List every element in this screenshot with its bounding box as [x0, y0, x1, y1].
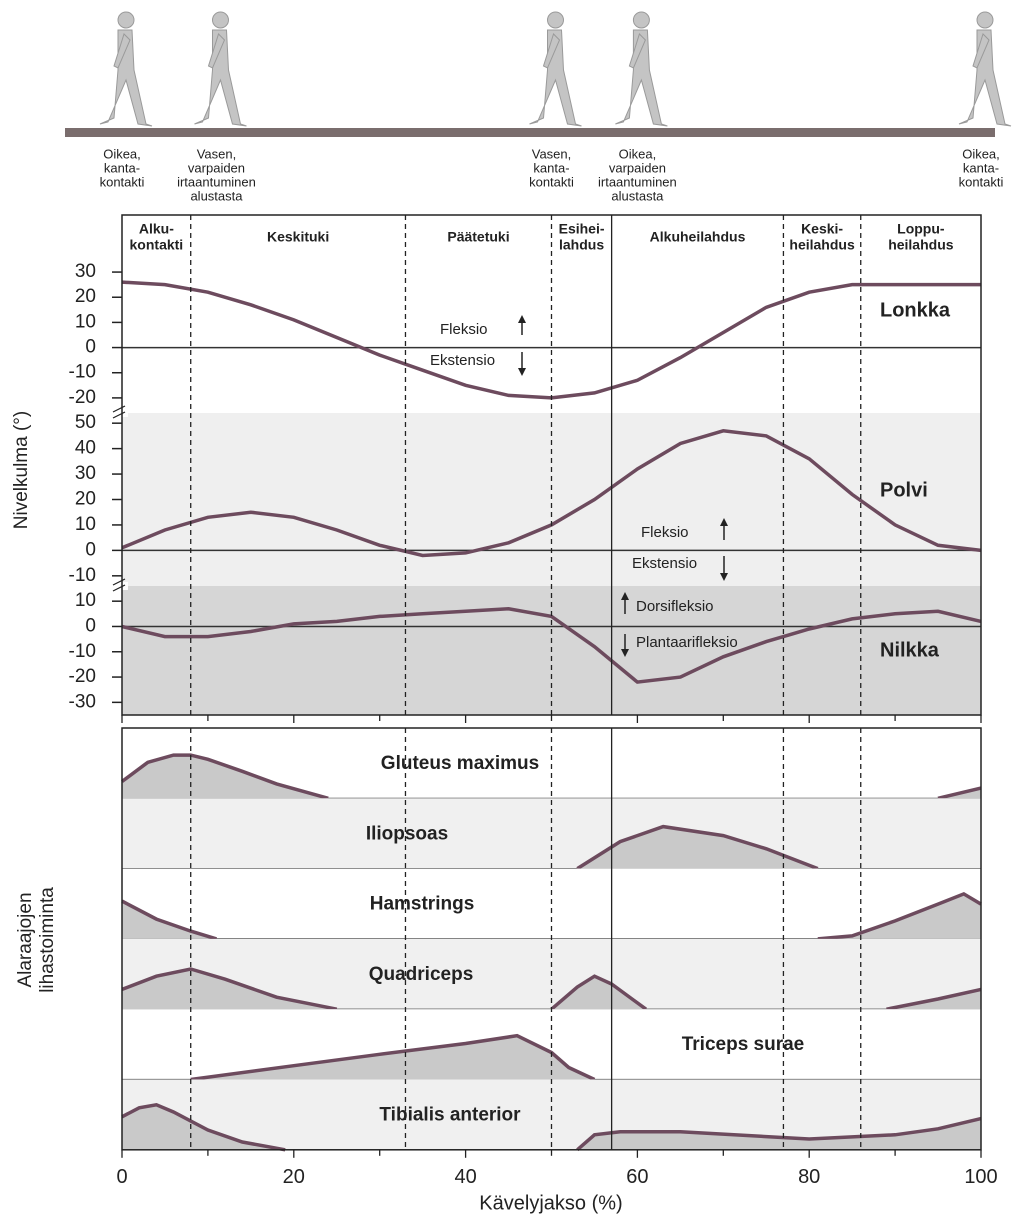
muscle-name: Tibialis anterior — [379, 1105, 521, 1126]
walker-figure — [530, 12, 582, 126]
x-axis-label: Kävelyjakso (%) — [479, 1192, 622, 1214]
event-label: Vasen, — [197, 146, 237, 161]
direction-label: Fleksio — [641, 524, 689, 541]
x-tick-label: 100 — [964, 1166, 997, 1188]
event-label: irtaantuminen — [177, 174, 256, 189]
event-label: kanta- — [963, 160, 999, 175]
joint-name: Polvi — [880, 479, 928, 501]
event-label: Vasen, — [532, 146, 572, 161]
y-tick-label: 10 — [75, 514, 96, 535]
event-label: kontakti — [529, 174, 574, 189]
head — [548, 12, 564, 28]
event-label: irtaantuminen — [598, 174, 677, 189]
muscle-axis-label: Alaraajojen — [15, 892, 36, 987]
muscle-name: Triceps surae — [682, 1034, 805, 1055]
phase-label: lahdus — [559, 237, 604, 253]
y-tick-label: -10 — [69, 565, 96, 586]
y-tick-label: -20 — [69, 387, 96, 408]
y-tick-label: 20 — [75, 489, 96, 510]
x-tick-label: 80 — [798, 1166, 820, 1188]
muscle-axis-label: lihastoiminta — [37, 887, 58, 993]
phase-label: heilahdus — [789, 237, 855, 253]
event-label: kontakti — [959, 174, 1004, 189]
direction-label: Fleksio — [440, 321, 488, 338]
phase-label: Keski- — [801, 221, 843, 237]
y-tick-label: 10 — [75, 311, 96, 332]
event-label: varpaiden — [188, 160, 245, 175]
walker-figure — [615, 12, 667, 126]
x-tick-label: 40 — [454, 1166, 476, 1188]
x-tick-label: 60 — [626, 1166, 648, 1188]
joint-name: Lonkka — [880, 299, 951, 321]
muscle-name: Quadriceps — [369, 964, 474, 985]
phase-label: kontakti — [130, 237, 184, 253]
x-tick-label: 20 — [283, 1166, 305, 1188]
y-tick-label: 0 — [85, 337, 96, 358]
gait-chart: Nivelkulma (°) Oikea,kanta-kontaktiVasen… — [0, 0, 1022, 1218]
direction-label: Plantaarifleksio — [636, 634, 738, 651]
phase-label: Alkuheilahdus — [650, 229, 746, 245]
head — [977, 12, 993, 28]
y-tick-label: 10 — [75, 590, 96, 611]
y-tick-label: 30 — [75, 463, 96, 484]
head — [633, 12, 649, 28]
direction-label: Dorsifleksio — [636, 598, 714, 615]
phase-label: Keskituki — [267, 229, 329, 245]
walker-figure — [959, 12, 1011, 126]
event-label: alustasta — [611, 188, 664, 203]
event-label: kanta- — [104, 160, 140, 175]
event-label: Oikea, — [103, 146, 141, 161]
x-tick-label: 0 — [116, 1166, 127, 1188]
direction-label: Ekstensio — [632, 555, 697, 572]
muscle-name: Iliopsoas — [366, 823, 448, 844]
phase-label: Päätetuki — [447, 229, 509, 245]
phase-label: Esihei- — [559, 221, 605, 237]
y-tick-label: 20 — [75, 286, 96, 307]
y-tick-label: 50 — [75, 412, 96, 433]
head — [118, 12, 134, 28]
y-tick-label: 0 — [85, 615, 96, 636]
phase-label: Loppu- — [897, 221, 945, 237]
y-tick-label: 40 — [75, 438, 96, 459]
event-label: Oikea, — [962, 146, 1000, 161]
joint-name: Nilkka — [880, 639, 940, 661]
event-label: kanta- — [533, 160, 569, 175]
phase-label: heilahdus — [888, 237, 954, 253]
event-label: kontakti — [100, 174, 145, 189]
y-tick-label: 0 — [85, 539, 96, 560]
y-tick-label: -10 — [69, 641, 96, 662]
angle-axis-label: Nivelkulma (°) — [11, 411, 32, 529]
event-label: alustasta — [190, 188, 243, 203]
event-label: Oikea, — [619, 146, 657, 161]
phase-label: Alku- — [139, 221, 174, 237]
walker-figure — [194, 12, 246, 126]
direction-label: Ekstensio — [430, 352, 495, 369]
muscle-name: Hamstrings — [370, 894, 475, 915]
walker-figure — [100, 12, 152, 126]
event-label: varpaiden — [609, 160, 666, 175]
y-tick-label: 30 — [75, 261, 96, 282]
head — [212, 12, 228, 28]
y-tick-label: -20 — [69, 666, 96, 687]
y-tick-label: -10 — [69, 362, 96, 383]
ground — [65, 128, 995, 137]
y-tick-label: -30 — [69, 691, 96, 712]
muscle-name: Gluteus maximus — [381, 753, 539, 774]
